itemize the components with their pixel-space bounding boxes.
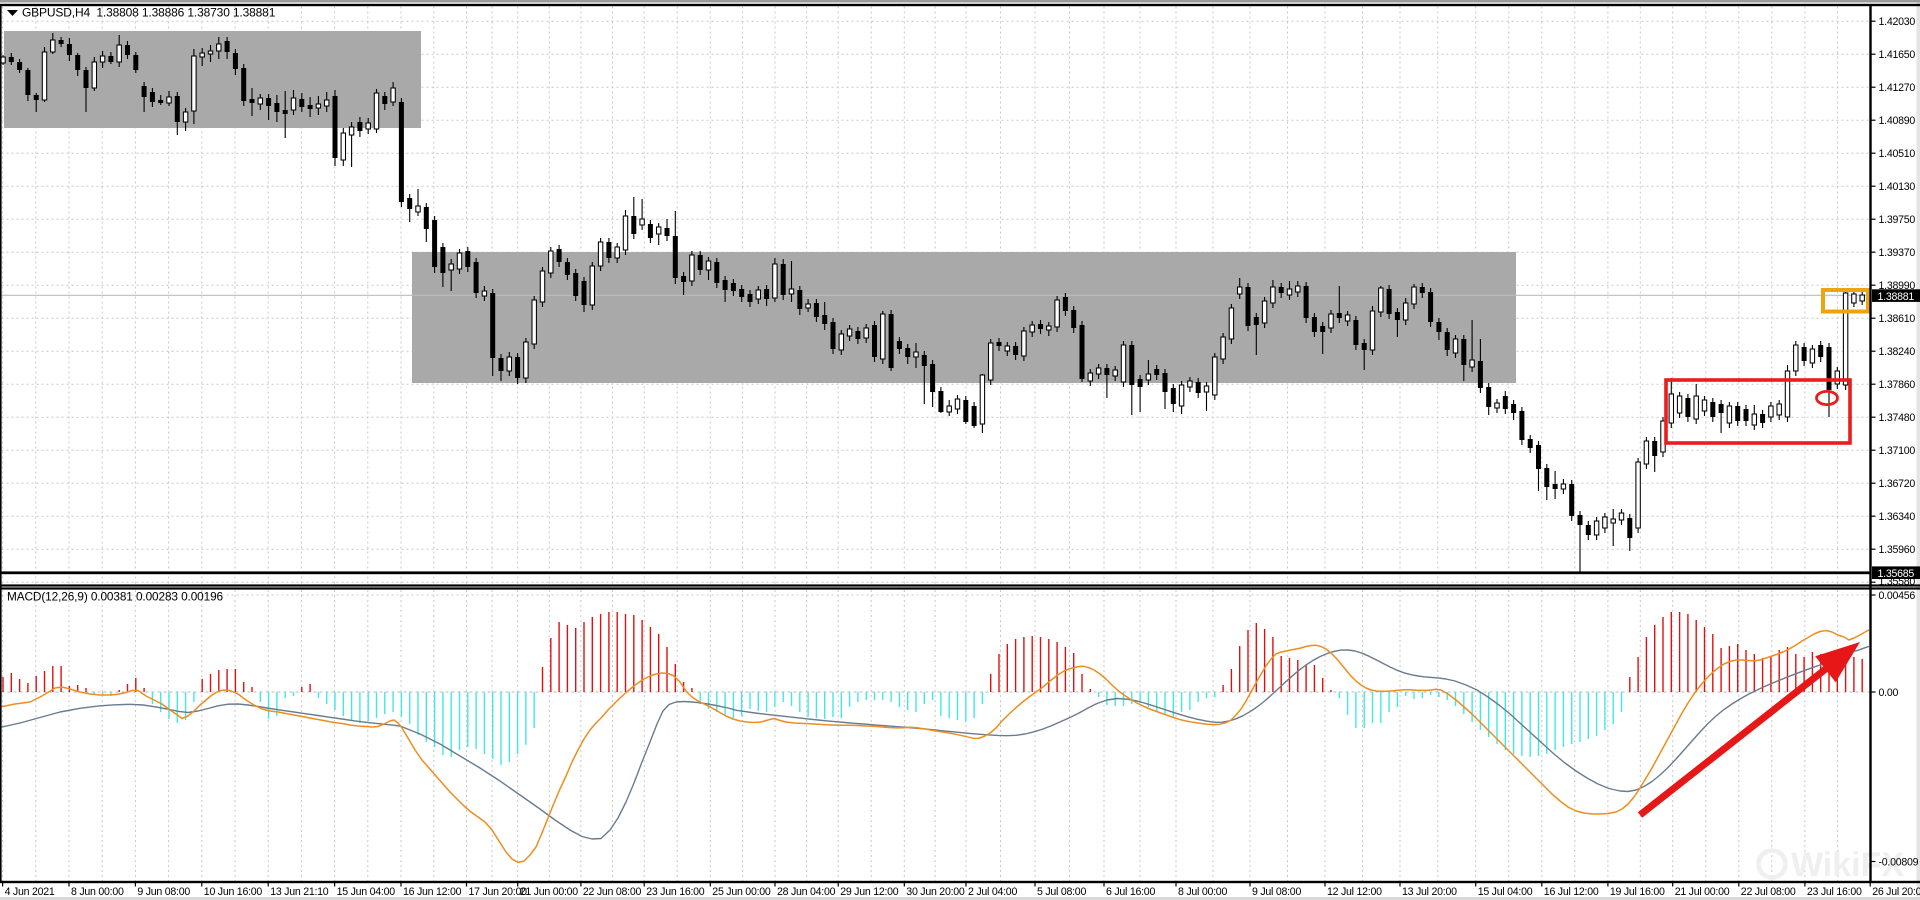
svg-text:21 Jun 00:00: 21 Jun 00:00 (520, 886, 579, 898)
svg-text:30 Jun 20:00: 30 Jun 20:00 (906, 886, 965, 898)
svg-text:1.36340: 1.36340 (1879, 511, 1916, 523)
svg-text:21 Jul 00:00: 21 Jul 00:00 (1675, 886, 1730, 898)
svg-text:22 Jun 08:00: 22 Jun 08:00 (583, 886, 642, 898)
svg-text:1.42030: 1.42030 (1879, 16, 1916, 28)
svg-text:15 Jun 04:00: 15 Jun 04:00 (337, 886, 396, 898)
svg-text:25 Jun 00:00: 25 Jun 00:00 (712, 886, 771, 898)
svg-text:1.40890: 1.40890 (1879, 115, 1916, 127)
svg-text:22 Jul 08:00: 22 Jul 08:00 (1741, 886, 1796, 898)
svg-text:10 Jun 16:00: 10 Jun 16:00 (204, 886, 263, 898)
svg-text:GBPUSD,H4 1.38808 1.38886 1.3: GBPUSD,H4 1.38808 1.38886 1.38730 1.3888… (22, 5, 276, 19)
svg-text:1.37860: 1.37860 (1879, 379, 1916, 391)
svg-text:MACD(12,26,9) 0.00381 0.00283: MACD(12,26,9) 0.00381 0.00283 0.00196 (7, 590, 224, 604)
svg-text:8 Jul 00:00: 8 Jul 00:00 (1178, 886, 1227, 898)
svg-text:5 Jul 08:00: 5 Jul 08:00 (1037, 886, 1086, 898)
svg-text:26 Jul 20:00: 26 Jul 20:00 (1872, 886, 1920, 898)
svg-text:2 Jul 04:00: 2 Jul 04:00 (968, 886, 1017, 898)
svg-text:1.39750: 1.39750 (1879, 214, 1916, 226)
svg-text:1.39370: 1.39370 (1879, 247, 1916, 259)
svg-text:1.41650: 1.41650 (1879, 49, 1916, 61)
svg-text:6 Jul 16:00: 6 Jul 16:00 (1106, 886, 1155, 898)
svg-text:16 Jul 12:00: 16 Jul 12:00 (1544, 886, 1599, 898)
svg-text:15 Jul 04:00: 15 Jul 04:00 (1478, 886, 1533, 898)
svg-text:1.35960: 1.35960 (1879, 544, 1916, 556)
svg-text:13 Jul 20:00: 13 Jul 20:00 (1402, 886, 1457, 898)
svg-text:19 Jul 16:00: 19 Jul 16:00 (1610, 886, 1665, 898)
svg-text:12 Jul 12:00: 12 Jul 12:00 (1327, 886, 1382, 898)
svg-text:9 Jul 08:00: 9 Jul 08:00 (1252, 886, 1301, 898)
svg-text:1.37480: 1.37480 (1879, 412, 1916, 424)
svg-text:1.38610: 1.38610 (1879, 313, 1916, 325)
svg-text:0.00456: 0.00456 (1879, 590, 1916, 602)
svg-text:1.36720: 1.36720 (1879, 478, 1916, 490)
svg-text:29 Jun 12:00: 29 Jun 12:00 (840, 886, 899, 898)
svg-text:8 Jun 00:00: 8 Jun 00:00 (71, 886, 124, 898)
svg-text:1.38240: 1.38240 (1879, 346, 1916, 358)
svg-text:WikiFX: WikiFX (1791, 846, 1904, 884)
svg-text:28 Jun 04:00: 28 Jun 04:00 (777, 886, 836, 898)
svg-text:23 Jun 16:00: 23 Jun 16:00 (646, 886, 705, 898)
svg-text:13 Jun 21:10: 13 Jun 21:10 (270, 886, 329, 898)
svg-text:1.38881: 1.38881 (1878, 291, 1915, 303)
svg-text:1.40130: 1.40130 (1879, 181, 1916, 193)
svg-text:1.40510: 1.40510 (1879, 148, 1916, 160)
svg-text:1.35685: 1.35685 (1878, 568, 1915, 580)
svg-text:1.37100: 1.37100 (1879, 445, 1916, 457)
svg-text:0.00: 0.00 (1879, 687, 1899, 699)
svg-text:1.41270: 1.41270 (1879, 82, 1916, 94)
svg-text:17 Jun 20:00: 17 Jun 20:00 (469, 886, 528, 898)
svg-text:1.38990: 1.38990 (1879, 280, 1916, 292)
svg-text:9 Jun 08:00: 9 Jun 08:00 (137, 886, 190, 898)
svg-text:23 Jul 16:00: 23 Jul 16:00 (1807, 886, 1862, 898)
svg-text:4 Jun 2021: 4 Jun 2021 (5, 886, 55, 898)
svg-text:16 Jun 12:00: 16 Jun 12:00 (403, 886, 462, 898)
svg-text:-0.00809: -0.00809 (1879, 857, 1919, 869)
